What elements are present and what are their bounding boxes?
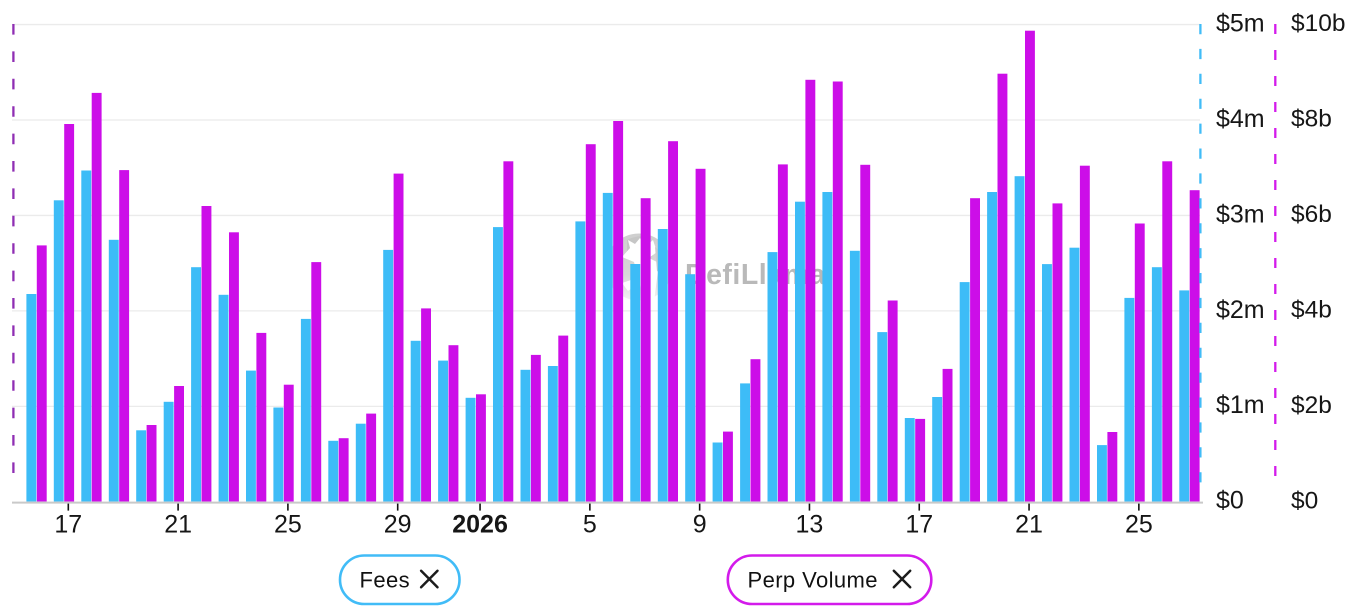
svg-text:$5m: $5m — [1216, 10, 1265, 38]
svg-text:Perp Volume: Perp Volume — [748, 568, 878, 593]
svg-text:25: 25 — [1125, 511, 1153, 539]
svg-text:9: 9 — [693, 511, 707, 539]
svg-text:17: 17 — [54, 511, 82, 539]
svg-text:$8b: $8b — [1291, 106, 1332, 133]
svg-text:21: 21 — [1015, 511, 1043, 539]
svg-text:25: 25 — [274, 511, 302, 539]
svg-text:$2b: $2b — [1291, 392, 1332, 419]
svg-text:$4m: $4m — [1216, 105, 1265, 133]
svg-text:$0: $0 — [1216, 487, 1244, 515]
svg-text:$1m: $1m — [1216, 391, 1265, 419]
svg-text:$3m: $3m — [1216, 200, 1265, 228]
svg-text:$10b: $10b — [1291, 10, 1346, 37]
svg-text:21: 21 — [164, 511, 192, 539]
svg-text:$4b: $4b — [1291, 297, 1332, 324]
svg-text:5: 5 — [583, 511, 597, 539]
svg-text:Fees: Fees — [360, 568, 411, 593]
svg-text:17: 17 — [905, 511, 933, 539]
svg-text:DefiLlama: DefiLlama — [685, 259, 826, 291]
svg-text:$2m: $2m — [1216, 296, 1265, 324]
svg-text:13: 13 — [796, 511, 824, 539]
svg-text:2026: 2026 — [452, 511, 508, 539]
svg-text:29: 29 — [384, 511, 412, 539]
svg-text:$0: $0 — [1291, 488, 1318, 515]
svg-text:$6b: $6b — [1291, 201, 1332, 228]
